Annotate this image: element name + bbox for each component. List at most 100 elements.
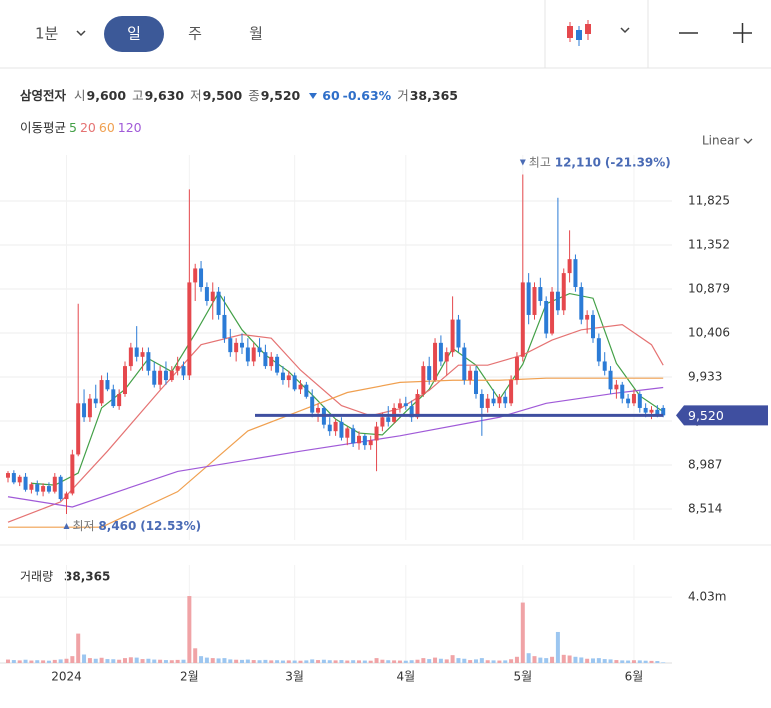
candle-body xyxy=(310,396,315,413)
annotation-part: (-21.39%) xyxy=(605,155,671,169)
volume-bar xyxy=(76,633,81,663)
volume-bar xyxy=(626,660,631,663)
interval-day[interactable]: 일 xyxy=(127,25,141,43)
candle-body xyxy=(175,366,180,371)
volume-bar xyxy=(631,660,636,663)
candle-body xyxy=(497,396,502,404)
volume-bar xyxy=(93,658,98,663)
chart-type-icon[interactable] xyxy=(567,20,591,46)
quote-value: 9,520 xyxy=(260,88,301,103)
selected-pill[interactable] xyxy=(104,16,164,52)
ma-legend-entry: 20 xyxy=(79,120,96,135)
candle-body xyxy=(58,476,63,500)
candle-body xyxy=(509,380,514,404)
zoom-in[interactable] xyxy=(733,23,752,43)
volume-bar xyxy=(117,659,122,663)
volume-bar xyxy=(210,658,215,663)
candle-body xyxy=(514,356,519,381)
candle-body xyxy=(163,370,168,381)
volume-bar xyxy=(58,659,63,663)
y-tick-label: 11,352 xyxy=(688,238,730,252)
chevron[interactable] xyxy=(620,27,630,34)
interval-week[interactable]: 주 xyxy=(188,25,202,43)
candle-body xyxy=(485,398,490,408)
volume-bar xyxy=(140,659,145,663)
price-badge xyxy=(676,405,768,426)
annotation: 최고 12,110 (-21.39%) xyxy=(529,155,671,169)
volume-bar xyxy=(64,658,69,663)
volume-bar xyxy=(29,660,34,663)
interval-month[interactable]: 월 xyxy=(249,25,263,43)
y-tick-label: 11,825 xyxy=(688,194,730,208)
candle-body xyxy=(479,393,484,408)
volume-bar xyxy=(538,657,543,663)
candle-body xyxy=(52,476,57,492)
y-tick-label: 8,987 xyxy=(688,457,722,471)
candle-body xyxy=(158,370,163,385)
volume-bar xyxy=(245,659,250,663)
volume-bar xyxy=(357,660,361,663)
annotation-part: 12,110 xyxy=(555,155,601,169)
candle-body xyxy=(602,361,607,371)
candle-body xyxy=(637,393,642,408)
volume-bar xyxy=(649,660,654,663)
candle-body xyxy=(17,476,22,483)
candle-body xyxy=(280,372,285,381)
volume-bar xyxy=(421,658,426,663)
volume-bar xyxy=(438,658,443,663)
volume-bar xyxy=(514,656,519,663)
candle-body xyxy=(538,287,543,302)
volume-bar xyxy=(316,660,321,663)
volume-bar xyxy=(345,660,350,663)
volume-bar xyxy=(591,658,595,663)
candle-body xyxy=(474,370,478,394)
candle-body xyxy=(561,273,566,311)
volume-bar xyxy=(240,659,244,663)
candle-body xyxy=(362,435,367,446)
volume-bar xyxy=(222,658,227,663)
candle-body xyxy=(333,421,338,432)
volume-bar xyxy=(573,656,578,663)
candle-body xyxy=(140,352,145,357)
volume-bar xyxy=(146,658,151,663)
volume-bar xyxy=(491,660,496,663)
chevron[interactable] xyxy=(76,30,86,37)
volume-bar xyxy=(304,660,309,663)
volume-bar xyxy=(35,660,40,663)
y-tick-label: 8,514 xyxy=(688,501,722,515)
stock-name: 삼영전자 xyxy=(20,88,67,103)
x-tick-label: 6월 xyxy=(625,670,644,684)
candle-body xyxy=(64,493,69,500)
candle-body xyxy=(286,375,291,381)
volume-bar xyxy=(392,660,397,663)
scale-mode[interactable]: Linear xyxy=(702,134,739,148)
candle-body xyxy=(357,435,361,444)
candle-body xyxy=(444,352,449,362)
volume-bar xyxy=(520,602,525,663)
volume-bar xyxy=(456,658,461,663)
candle-body xyxy=(199,268,204,288)
candle-body xyxy=(93,398,98,404)
volume-bar xyxy=(228,659,233,663)
interval-1m[interactable]: 1분 xyxy=(35,25,59,43)
candle-body xyxy=(380,417,385,427)
volume-bar xyxy=(292,660,297,663)
candle-body xyxy=(204,287,209,302)
volume-bar xyxy=(175,659,180,663)
volume-bar xyxy=(474,659,478,663)
chevron[interactable] xyxy=(743,138,753,144)
candle-body xyxy=(70,454,75,494)
volume-bar xyxy=(655,661,660,663)
annotation: 최저 8,460 (12.53%) xyxy=(73,518,202,532)
volume-bar xyxy=(497,660,502,663)
volume-bar xyxy=(275,660,280,663)
candle-body xyxy=(234,342,239,353)
volume-bar xyxy=(661,662,666,663)
volume-bar xyxy=(105,659,110,663)
candle-body xyxy=(403,403,408,407)
volume-bar xyxy=(123,658,127,663)
volume-bar xyxy=(368,660,373,663)
x-tick-label: 3월 xyxy=(285,670,304,684)
candle-body xyxy=(99,380,104,404)
volume-bar xyxy=(450,655,455,663)
